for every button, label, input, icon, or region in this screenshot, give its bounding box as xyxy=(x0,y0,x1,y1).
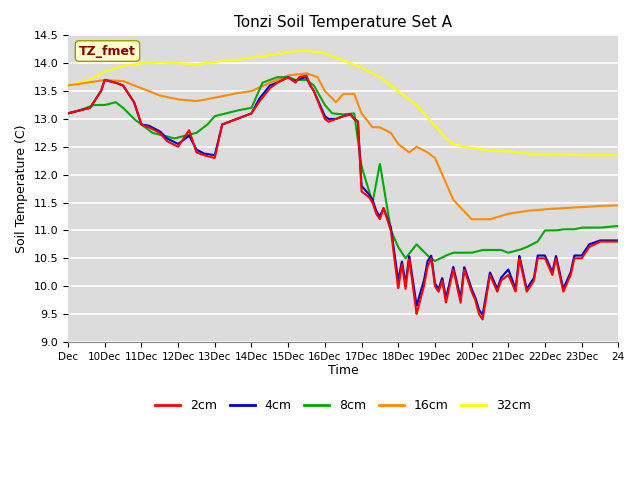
Y-axis label: Soil Temperature (C): Soil Temperature (C) xyxy=(15,124,28,253)
Legend: 2cm, 4cm, 8cm, 16cm, 32cm: 2cm, 4cm, 8cm, 16cm, 32cm xyxy=(150,394,536,417)
X-axis label: Time: Time xyxy=(328,364,358,377)
Title: Tonzi Soil Temperature Set A: Tonzi Soil Temperature Set A xyxy=(234,15,452,30)
Text: TZ_fmet: TZ_fmet xyxy=(79,45,136,58)
